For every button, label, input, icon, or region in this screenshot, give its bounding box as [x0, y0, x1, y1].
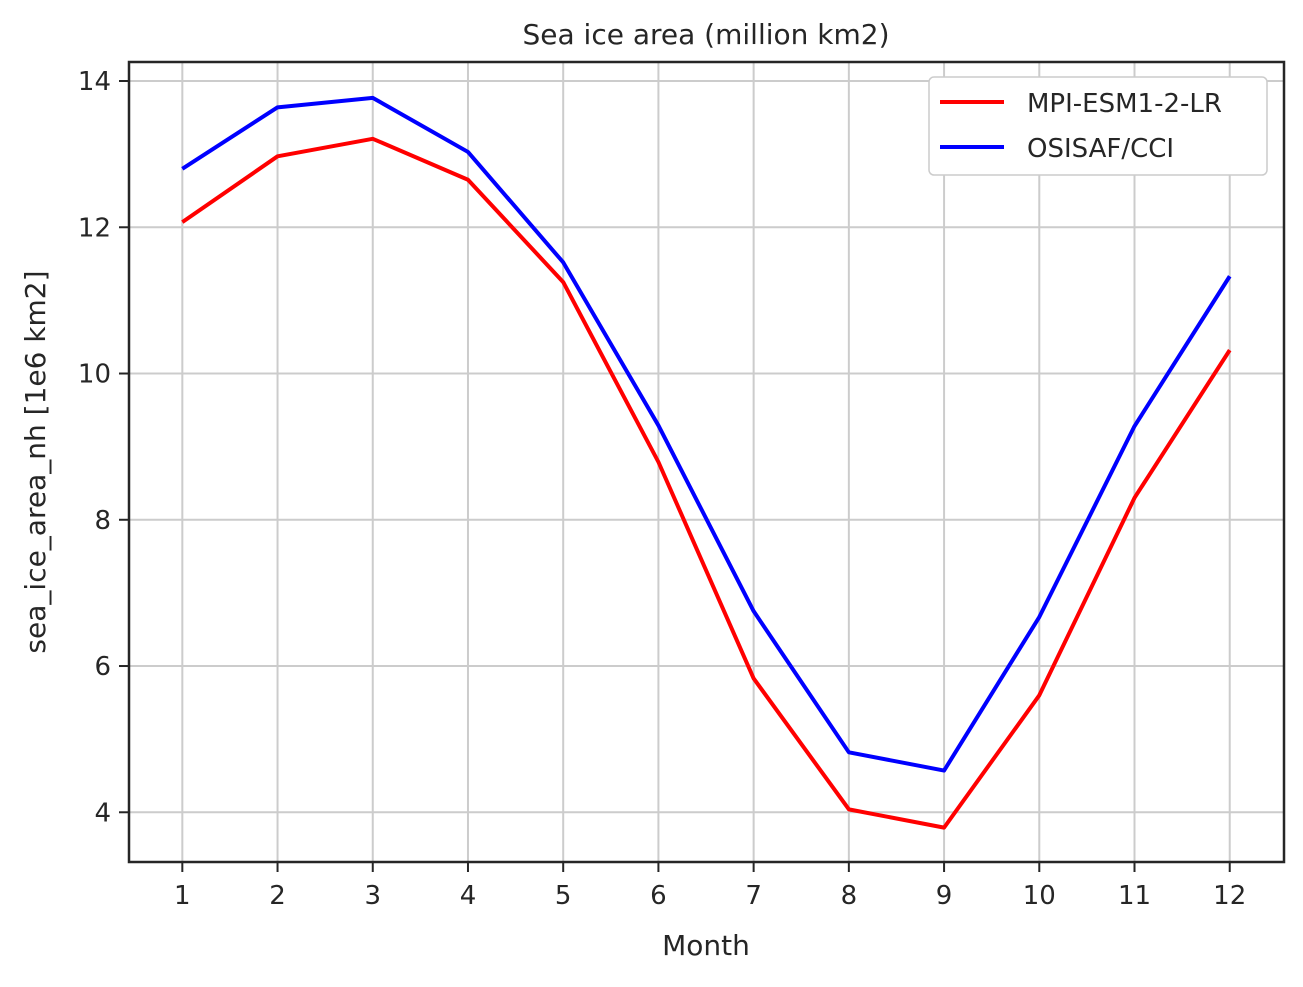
x-tick-label: 4 — [460, 881, 477, 911]
series-lines — [182, 98, 1230, 828]
x-tick-label: 6 — [650, 881, 667, 911]
series-line-1 — [182, 98, 1229, 771]
x-tick-label: 9 — [936, 881, 953, 911]
legend-label-osisaf: OSISAF/CCI — [1027, 134, 1174, 164]
plot-frame — [129, 62, 1284, 862]
x-tick-label: 2 — [269, 881, 286, 911]
x-tick-label: 1 — [174, 881, 191, 911]
x-tick-label: 5 — [555, 881, 572, 911]
chart-title: Sea ice area (million km2) — [522, 18, 889, 51]
y-tick-label: 4 — [94, 798, 111, 828]
x-tick-label: 3 — [364, 881, 381, 911]
x-tick-label: 12 — [1213, 881, 1246, 911]
y-axis-label: sea_ice_area_nh [1e6 km2] — [19, 270, 52, 653]
x-tick-label: 10 — [1023, 881, 1056, 911]
x-tick-label: 11 — [1118, 881, 1151, 911]
y-tick-label: 14 — [78, 67, 111, 97]
x-tick-label: 7 — [745, 881, 762, 911]
y-tick-label: 6 — [94, 652, 111, 682]
legend: MPI-ESM1-2-LR OSISAF/CCI — [929, 77, 1267, 175]
y-tick-label: 12 — [78, 213, 111, 243]
series-line-0 — [182, 139, 1229, 828]
x-tick-label: 8 — [841, 881, 858, 911]
x-axis-label: Month — [662, 929, 750, 962]
y-tick-label: 10 — [78, 360, 111, 390]
grid — [129, 62, 1284, 862]
legend-label-mpi: MPI-ESM1-2-LR — [1027, 89, 1222, 119]
y-tick-label: 8 — [94, 506, 111, 536]
